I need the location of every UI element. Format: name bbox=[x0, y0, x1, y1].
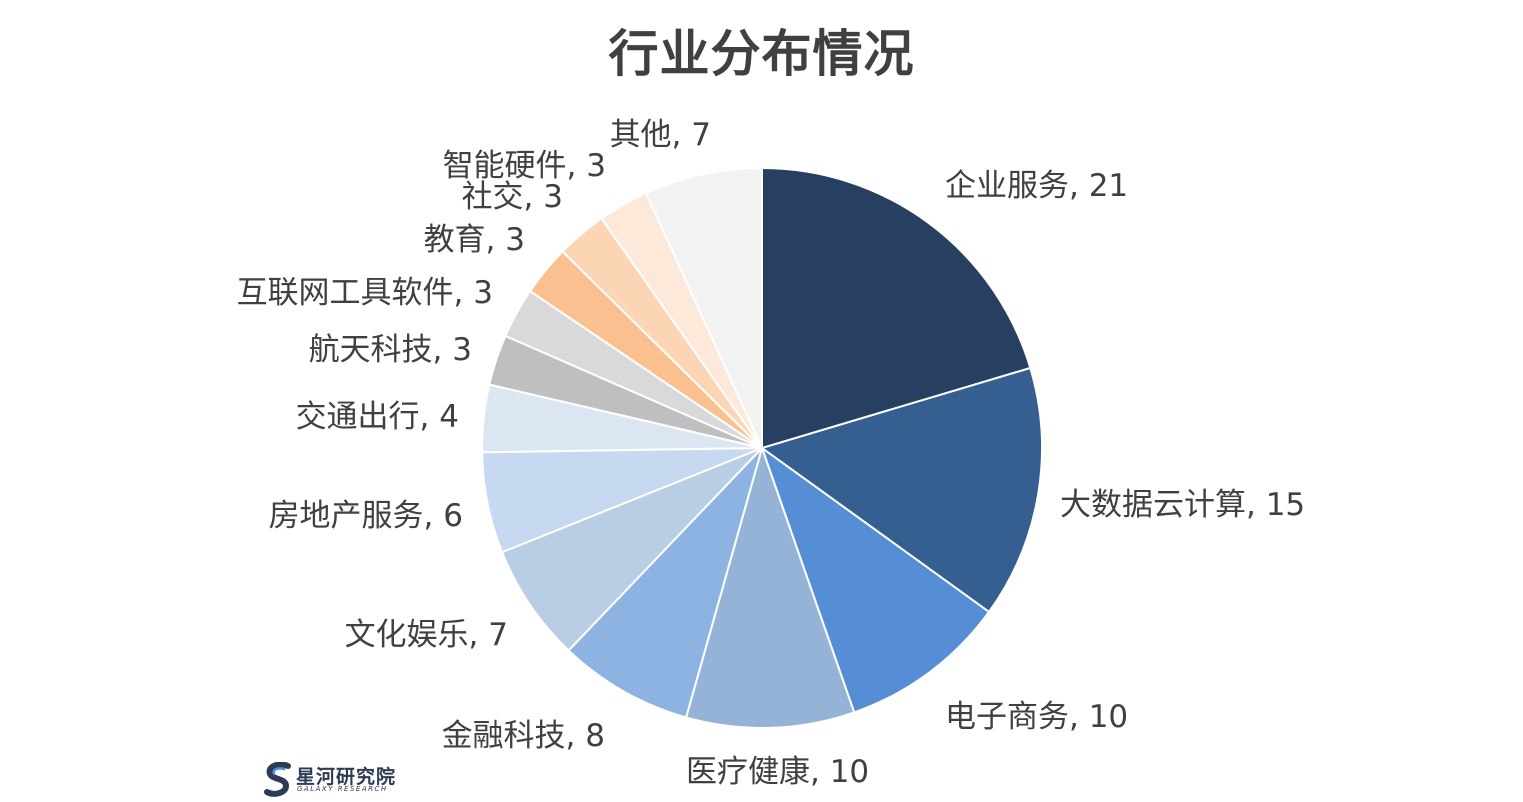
slice-label-5: 金融科技, 8 bbox=[442, 718, 605, 754]
slice-label-14: 其他, 7 bbox=[610, 117, 711, 153]
slice-label-12: 社交, 3 bbox=[462, 179, 563, 215]
slice-label-1: 企业服务, 21 bbox=[945, 168, 1128, 204]
slice-label-4: 医疗健康, 10 bbox=[686, 754, 869, 790]
pie-labels: 企业服务, 21 大数据云计算, 15 电子商务, 10 医疗健康, 10 金融科技, … bbox=[237, 117, 1306, 790]
pie-slice-3 bbox=[761, 447, 991, 714]
logo-text-cn: 星河研究院 bbox=[296, 766, 397, 788]
chart-title: 行业分布情况 bbox=[608, 25, 915, 83]
logo-text-en: GALAXY RESEARCH bbox=[297, 785, 388, 793]
galaxy-s-icon bbox=[264, 762, 291, 797]
slice-label-3: 电子商务, 10 bbox=[945, 699, 1128, 735]
pie-slice-5 bbox=[567, 447, 763, 719]
pie-slice-2 bbox=[761, 367, 1044, 613]
galaxy-research-logo: 星河研究院 GALAXY RESEARCH bbox=[264, 760, 414, 800]
pie-slice-1 bbox=[761, 167, 1032, 449]
pie-slice-4 bbox=[685, 447, 856, 729]
slice-label-9: 航天科技, 3 bbox=[309, 332, 472, 368]
slice-label-10: 互联网工具软件, 3 bbox=[237, 275, 493, 311]
slice-label-6: 文化娱乐, 7 bbox=[345, 617, 508, 653]
slice-label-13: 智能硬件, 3 bbox=[443, 148, 606, 184]
slice-label-2: 大数据云计算, 15 bbox=[1060, 487, 1305, 523]
pie-slice-14 bbox=[645, 167, 763, 449]
pie-slice-6 bbox=[501, 447, 763, 652]
slice-label-8: 交通出行, 4 bbox=[296, 399, 459, 435]
pie-slices bbox=[481, 167, 1044, 729]
slice-label-11: 教育, 3 bbox=[424, 222, 525, 258]
slice-label-7: 房地产服务, 6 bbox=[269, 498, 463, 534]
